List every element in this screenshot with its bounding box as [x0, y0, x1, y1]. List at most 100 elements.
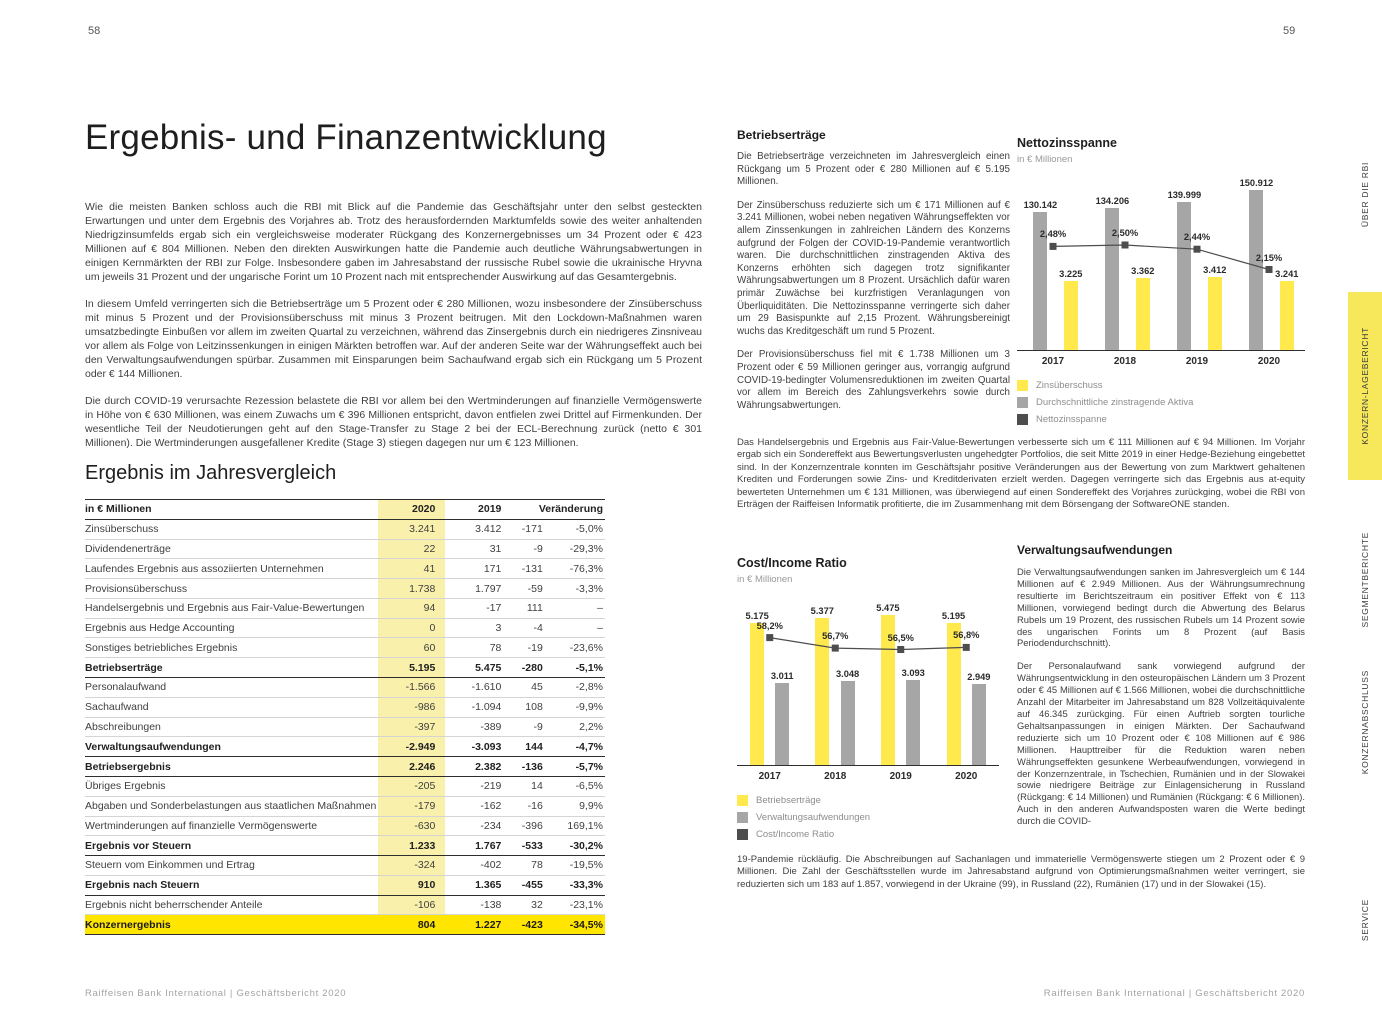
legend-swatch-icon [737, 812, 748, 823]
line-value-label: 2,48% [1039, 229, 1067, 240]
legend-label: Nettozinsspanne [1036, 414, 1107, 425]
line-value-label: 2,50% [1111, 228, 1139, 238]
x-axis-tick-label: 2017 [758, 771, 781, 782]
legend-label: Zinsüberschuss [1036, 380, 1103, 391]
row-label: Ergebnis nach Steuern [85, 874, 379, 896]
bar-group: 5.195 2.949 [942, 611, 990, 765]
results-table-body: Zinsüberschuss 3.241 3.412 -171 -5,0% Dividen… [85, 519, 605, 936]
paragraph: Die Betriebserträge verzeichneten im Jah… [737, 151, 1010, 188]
sidebar-tab-label: SEGMENTBERICHTE [1360, 532, 1370, 628]
value-2020: -205 [378, 776, 446, 797]
value-2020: -1.566 [378, 677, 446, 698]
paragraph: Die Verwaltungsaufwendungen sanken im Ja… [1017, 566, 1305, 649]
sidebar-tab-konzernabschluss[interactable]: KONZERNABSCHLUSS [1348, 660, 1382, 785]
x-axis-tick-label: 2018 [1113, 356, 1137, 367]
value-2020: 910 [378, 874, 446, 896]
value-change-pct: -76,3% [544, 558, 605, 580]
table-unit-label: in € Millionen [85, 503, 152, 516]
row-label: Betriebserträge [85, 657, 379, 679]
column-header-2019: 2019 [478, 503, 502, 516]
sidebar-tab-über-die-rbi[interactable]: ÜBER DIE RBI [1348, 150, 1382, 240]
gray-bar [775, 683, 790, 765]
bar-with-label: 5.475 [876, 603, 900, 765]
gray-bar [1105, 208, 1120, 350]
value-change-pct: -5,1% [544, 657, 605, 679]
value-2019: -162 [445, 796, 504, 817]
value-2020: 22 [378, 539, 446, 560]
bar-with-label: 5.195 [942, 611, 965, 765]
section-verwaltungsaufwendungen: Verwaltungsaufwendungen Die Verwaltungsa… [1017, 543, 1305, 851]
bar-value-label: 150.912 [1239, 178, 1274, 188]
value-2020: -986 [378, 697, 446, 718]
gray-bar [840, 681, 855, 765]
value-2019: -138 [445, 895, 504, 916]
paragraph: In diesem Umfeld verringerten sich die B… [85, 298, 702, 380]
bar-value-label: 139.999 [1167, 190, 1202, 200]
bar-with-label: 3.048 [836, 669, 859, 765]
bar-value-label: 3.241 [1275, 269, 1299, 279]
value-change: 14 [503, 776, 545, 797]
x-axis-tick-label: 2019 [889, 771, 912, 782]
bar-value-label: 3.362 [1131, 266, 1155, 276]
legend-swatch-icon [737, 795, 748, 806]
bar-value-label: 5.175 [745, 611, 769, 621]
bar-value-label: 130.142 [1023, 200, 1058, 210]
yellow-bar [946, 623, 961, 765]
footer-right: Raiffeisen Bank International | Geschäft… [1043, 988, 1305, 999]
intro-paragraphs: Wie die meisten Banken schloss auch die … [85, 200, 702, 462]
bar-with-label: 2.949 [967, 672, 990, 765]
value-2019: 3 [445, 618, 504, 639]
value-2019: -402 [445, 855, 504, 876]
legend-swatch-icon [737, 829, 748, 840]
bar-with-label: 3.225 [1059, 269, 1082, 350]
bar-with-label: 3.412 [1203, 265, 1226, 350]
bar-value-label: 3.093 [901, 668, 925, 678]
x-axis-tick-label: 2018 [824, 771, 847, 782]
line-value-label: 2,15% [1255, 252, 1283, 263]
sidebar-tab-service[interactable]: SERVICE [1348, 885, 1382, 955]
value-2019: 78 [445, 637, 504, 659]
legend-label: Betriebserträge [756, 795, 821, 806]
value-2020: 804 [378, 914, 446, 936]
value-2019: 31 [445, 539, 504, 560]
bar-with-label: 130.142 [1023, 200, 1058, 350]
value-change-pct: -30,2% [544, 835, 605, 857]
sidebar-tab-segmentberichte[interactable]: SEGMENTBERICHTE [1348, 510, 1382, 650]
row-label: Konzernergebnis [85, 914, 379, 936]
bar-group: 134.206 3.362 [1096, 196, 1154, 350]
line-value-label: 2,44% [1183, 232, 1211, 243]
value-change: -280 [503, 657, 545, 679]
table-row: Wertminderungen auf finanzielle Vermögen… [85, 816, 605, 837]
value-change: -16 [503, 796, 545, 817]
bar-value-label: 3.011 [770, 671, 794, 681]
table-row: Konzernergebnis 804 1.227 -423 -34,5% [85, 914, 605, 936]
table-row: Ergebnis vor Steuern 1.233 1.767 -533 -30,2% [85, 835, 605, 857]
sidebar-tab-konzern-lagebericht[interactable]: KONZERN-LAGEBERICHT [1348, 292, 1382, 480]
value-change: -59 [503, 578, 545, 599]
legend-item: Cost/Income Ratio [737, 829, 999, 840]
value-change-pct: -29,3% [544, 539, 605, 560]
bar-group: 130.142 3.225 [1023, 200, 1082, 350]
bar-with-label: 3.362 [1131, 266, 1154, 350]
value-2020: 1.233 [378, 835, 446, 857]
row-label: Zinsüberschuss [85, 519, 379, 540]
bar-group: 5.175 3.011 [746, 611, 794, 765]
value-change-pct: -3,3% [544, 578, 605, 599]
paragraph: Wie die meisten Banken schloss auch die … [85, 201, 702, 283]
chart-title: Cost/Income Ratio [737, 556, 847, 570]
row-label: Sonstiges betriebliches Ergebnis [85, 637, 379, 659]
chart-unit-label: in € Millionen [1017, 154, 1073, 165]
legend-label: Cost/Income Ratio [756, 829, 835, 840]
value-change-pct: -5,0% [544, 519, 605, 540]
page-number-right: 59 [1283, 25, 1296, 37]
page-number-left: 58 [88, 25, 101, 37]
row-label: Laufendes Ergebnis aus assoziierten Unte… [85, 558, 379, 580]
table-row: Personalaufwand -1.566 -1.610 45 -2,8% [85, 677, 605, 698]
chart-x-axis: 2017 2018 2019 2020 [737, 771, 999, 782]
bar-group: 5.377 3.048 [811, 606, 859, 765]
table-title: Ergebnis im Jahresvergleich [85, 462, 337, 484]
sidebar-tab-label: KONZERN-LAGEBERICHT [1360, 327, 1370, 445]
legend-item: Betriebserträge [737, 795, 999, 806]
value-change-pct: -19,5% [544, 855, 605, 876]
